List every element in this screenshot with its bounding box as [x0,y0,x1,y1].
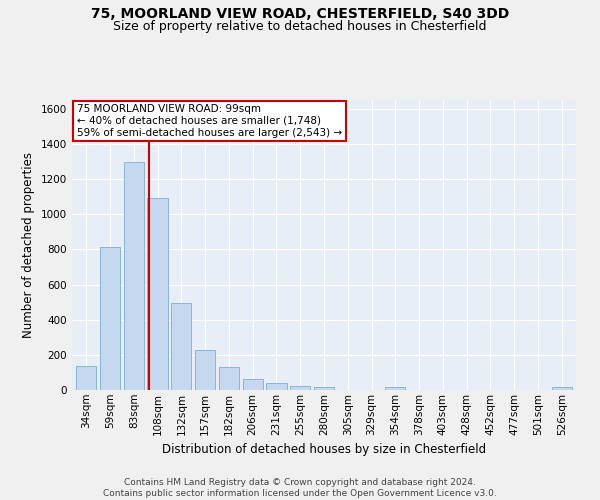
Bar [314,388,334,390]
Bar [171,304,191,390]
Text: Contains HM Land Registry data © Crown copyright and database right 2024.
Contai: Contains HM Land Registry data © Crown c… [103,478,497,498]
Text: 75, MOORLAND VIEW ROAD, CHESTERFIELD, S40 3DD: 75, MOORLAND VIEW ROAD, CHESTERFIELD, S4… [91,8,509,22]
Bar [266,384,287,390]
Bar [551,388,572,390]
Bar [290,386,310,390]
Text: Size of property relative to detached houses in Chesterfield: Size of property relative to detached ho… [113,20,487,33]
Bar [242,378,263,390]
Bar [385,388,406,390]
Bar [148,198,167,390]
Bar [100,247,120,390]
Text: 75 MOORLAND VIEW ROAD: 99sqm
← 40% of detached houses are smaller (1,748)
59% of: 75 MOORLAND VIEW ROAD: 99sqm ← 40% of de… [77,104,342,138]
Bar [76,366,97,390]
Y-axis label: Number of detached properties: Number of detached properties [22,152,35,338]
Bar [124,162,144,390]
Bar [195,350,215,390]
Bar [219,367,239,390]
X-axis label: Distribution of detached houses by size in Chesterfield: Distribution of detached houses by size … [162,443,486,456]
